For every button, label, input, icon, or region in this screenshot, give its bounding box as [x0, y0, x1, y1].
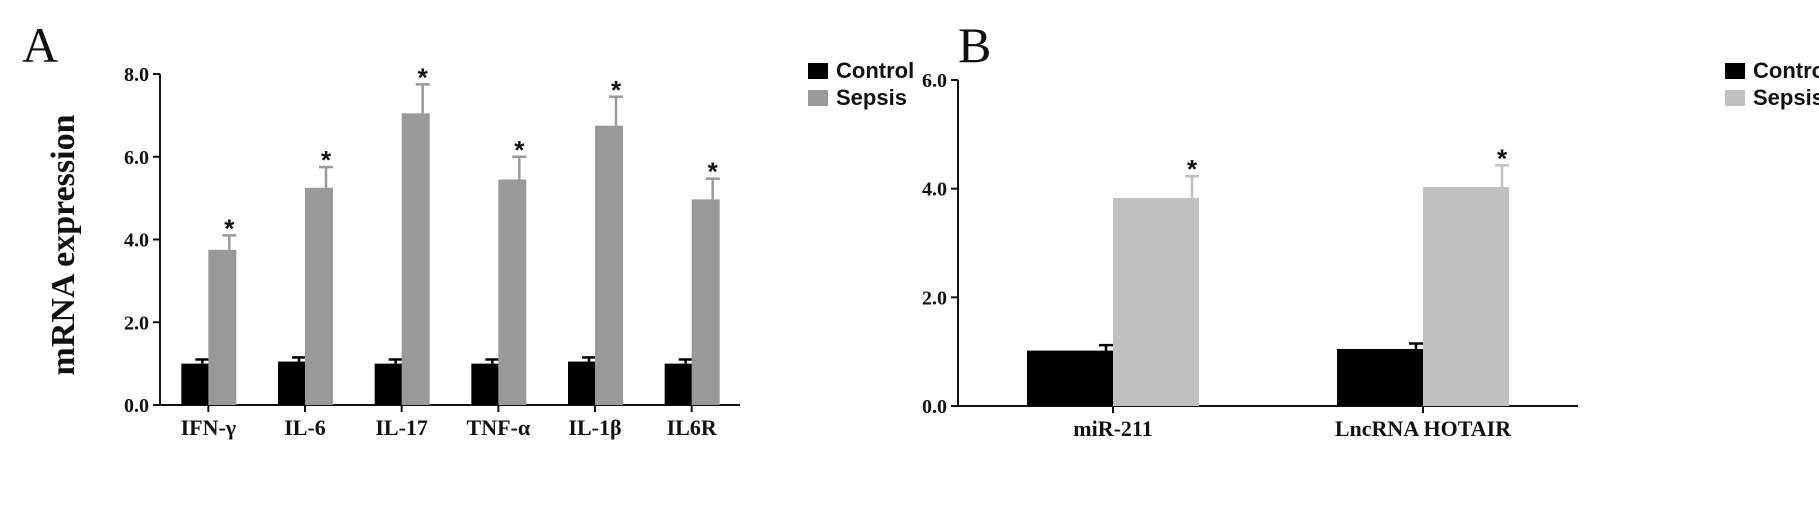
panel-a-y-tick-label: 4.0 — [124, 230, 149, 252]
panel-a-legend-label: Control — [836, 58, 914, 83]
panel-a-bar-sepsis — [401, 113, 430, 406]
panel-b-bar-control — [1337, 348, 1423, 406]
panel-a-y-tick-label: 8.0 — [124, 64, 149, 86]
panel-a-significance-marker: * — [224, 213, 235, 243]
panel-a-letter: A — [22, 17, 58, 73]
panel-b-letter: B — [958, 17, 991, 73]
panel-b-significance-marker: * — [1497, 143, 1508, 173]
panel-b-y-tick-label: 0.0 — [922, 396, 947, 418]
panel-a-legend-label: Sepsis — [836, 85, 907, 110]
panel-a-category-label: TNF-α — [467, 415, 531, 440]
panel-a-significance-marker: * — [708, 157, 719, 187]
panel-a-significance-marker: * — [514, 135, 525, 165]
panel-a-y-axis-label: mRNA expression — [45, 114, 82, 375]
panel-a-bar-sepsis — [208, 249, 237, 405]
panel-b-category-label: miR-211 — [1073, 416, 1152, 441]
panel-a-bar-control — [471, 363, 500, 405]
panel-a-y-tick-label: 2.0 — [124, 312, 149, 334]
panel-a-bar-sepsis — [691, 199, 720, 405]
panel-b-legend-label: Control — [1753, 58, 1819, 83]
panel-a-legend-swatch — [808, 90, 828, 106]
panel-a-bar-control — [181, 363, 210, 405]
panel-a-bar-sepsis — [498, 179, 527, 405]
panel-b-legend-label: Sepsis — [1753, 85, 1819, 110]
panel-a-bar-control — [374, 363, 403, 405]
panel-a-significance-marker: * — [321, 145, 332, 175]
panel-b-y-tick-label: 4.0 — [922, 179, 947, 201]
panel-b-significance-marker: * — [1187, 154, 1198, 184]
panel-a-significance-marker: * — [611, 75, 622, 105]
panel-a-bar-sepsis — [595, 125, 623, 405]
panel-a-y-tick-label: 0.0 — [124, 395, 149, 417]
panel-b-legend-swatch — [1725, 63, 1745, 79]
panel-a-bar-control — [664, 363, 693, 405]
panel-b-y-tick-label: 6.0 — [922, 70, 947, 92]
panel-a-category-label: IL-1β — [568, 415, 621, 440]
panel-a-legend-swatch — [808, 63, 828, 79]
panel-b-bar-sepsis — [1423, 187, 1509, 406]
panel-a-chart: A mRNA expression 0.0 2.0 4.0 6.0 8.0 IFN-γ * I… — [22, 17, 914, 440]
panel-b-category-label: LncRNA HOTAIR — [1335, 416, 1512, 441]
panel-a-bar-control — [278, 361, 306, 405]
panel-b-legend-swatch — [1725, 90, 1745, 106]
panel-b-bar-sepsis — [1113, 197, 1199, 406]
panel-b-y-tick-label: 2.0 — [922, 287, 947, 309]
panel-a-bar-sepsis — [305, 187, 333, 405]
panel-a-bar-control — [568, 361, 596, 405]
panel-a-category-label: IL-6 — [284, 415, 326, 440]
panel-a-category-label: IFN-γ — [181, 415, 237, 440]
panel-a-y-tick-label: 6.0 — [124, 147, 149, 169]
panel-a-category-label: IL6R — [667, 415, 718, 440]
panel-a-category-label: IL-17 — [375, 415, 428, 440]
panel-b-chart: B 0.0 2.0 4.0 6.0 miR-211 * LncRNA HOTAIR * Cont… — [922, 17, 1819, 441]
panel-a-significance-marker: * — [418, 62, 429, 92]
panel-b-bar-control — [1027, 350, 1113, 406]
